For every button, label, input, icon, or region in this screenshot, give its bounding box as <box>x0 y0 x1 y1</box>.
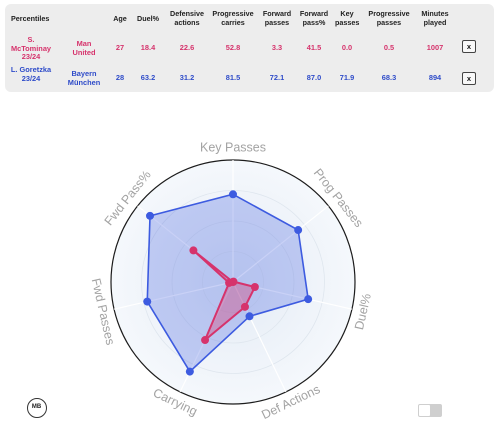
radar-spoke <box>232 205 329 283</box>
radar-point[interactable] <box>245 312 254 321</box>
toggle-knob[interactable] <box>419 405 430 416</box>
header-def-actions: Defensive actions <box>170 9 204 27</box>
remove-row2-button[interactable]: x <box>462 72 476 85</box>
row2-key-passes: 71.9 <box>339 73 355 82</box>
row2-minutes: 894 <box>428 73 442 82</box>
header-duel: Duel% <box>137 14 159 23</box>
row2-fwd-pass-pct: 87.0 <box>306 73 322 82</box>
row2-team: Bayern München <box>67 69 101 87</box>
header-fwd-pass-pct: Forward pass% <box>299 9 329 27</box>
row1-fwd-passes: 3.3 <box>271 43 283 52</box>
header-percentiles: Percentiles <box>11 14 50 23</box>
header-fwd-passes: Forward passes <box>262 9 292 27</box>
mb-logo-icon: MB <box>27 398 47 418</box>
row1-player: S. McTominay 23/24 <box>10 35 52 61</box>
radar-axis-label: Key Passes <box>200 140 266 154</box>
row2-fwd-passes: 72.1 <box>269 73 285 82</box>
radar-spoke <box>232 281 287 393</box>
header-prog-passes: Progressive passes <box>368 9 410 27</box>
row1-key-passes: 0.0 <box>341 43 353 52</box>
radar-point[interactable] <box>185 367 194 376</box>
radar-point[interactable] <box>240 302 249 311</box>
header-prog-carries: Progressive carries <box>212 9 254 27</box>
radar-spoke <box>113 281 234 310</box>
radar-point[interactable] <box>229 190 237 199</box>
radar-point[interactable] <box>225 278 234 287</box>
row2-prog-carries: 81.5 <box>225 73 241 82</box>
radar-point[interactable] <box>189 246 198 255</box>
row2-duel: 63.2 <box>140 73 156 82</box>
header-age: Age <box>113 14 127 23</box>
radar-point[interactable] <box>201 336 210 345</box>
radar-point[interactable] <box>250 282 259 291</box>
row2-prog-passes: 68.3 <box>381 73 397 82</box>
row2-def-actions: 31.2 <box>179 73 195 82</box>
row1-minutes: 1007 <box>426 43 444 52</box>
row1-def-actions: 22.6 <box>179 43 195 52</box>
radar-point[interactable] <box>146 211 155 220</box>
row2-player: L. Goretzka 23/24 <box>10 65 52 83</box>
row1-fwd-pass-pct: 41.5 <box>306 43 322 52</box>
radar-axis-label: Duel% <box>352 292 374 331</box>
header-minutes: Minutes played <box>421 9 449 27</box>
row1-prog-carries: 52.8 <box>225 43 241 52</box>
row1-prog-passes: 0.5 <box>383 43 395 52</box>
radar-point[interactable] <box>294 226 303 235</box>
radar-point[interactable] <box>143 297 152 306</box>
logo-text: MB <box>31 404 42 410</box>
header-key-passes: Key passes <box>335 9 360 27</box>
view-toggle[interactable] <box>418 404 442 417</box>
row2-age: 28 <box>115 73 125 82</box>
row1-age: 27 <box>115 43 125 52</box>
comparison-table: Percentiles Age Duel% Defensive actions … <box>5 4 494 92</box>
remove-row1-button[interactable]: x <box>462 40 476 53</box>
row1-duel: 18.4 <box>140 43 156 52</box>
row1-team: Man United <box>72 39 96 57</box>
radar-point[interactable] <box>304 295 313 304</box>
